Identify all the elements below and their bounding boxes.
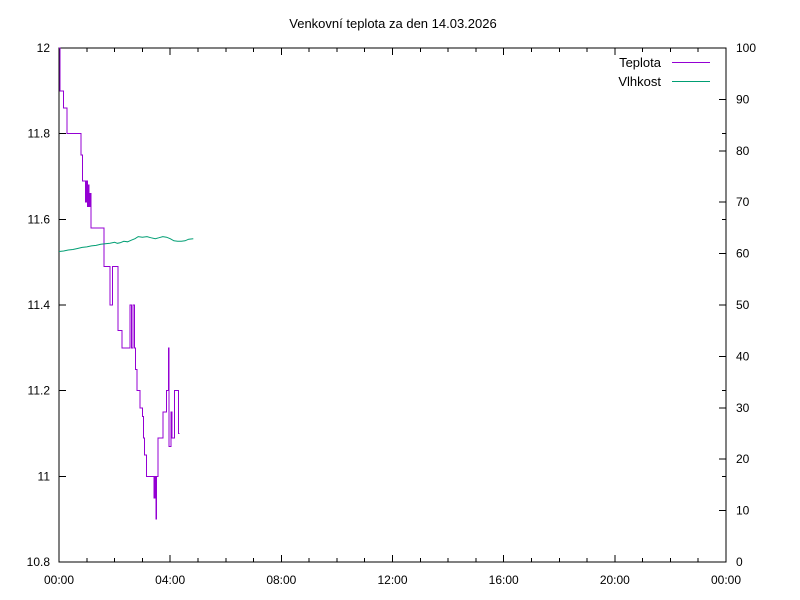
x-tick-label: 20:00: [600, 573, 630, 587]
y-left-tick-label: 11.6: [28, 212, 51, 226]
x-tick-label: 12:00: [377, 573, 407, 587]
y-left-tick-label: 11.4: [28, 298, 51, 312]
plot-frame: [58, 47, 727, 563]
legend-label-teplota: Teplota: [619, 55, 661, 70]
y-left-tick-label: 12: [37, 41, 51, 55]
chart-title: Venkovní teplota za den 14.03.2026: [289, 16, 497, 31]
y-right-tick-label: 70: [736, 195, 750, 209]
y-left-tick-label: 11: [38, 469, 51, 483]
legend-line-sample-teplota: [672, 62, 710, 63]
y-right-tick-label: 80: [736, 144, 750, 158]
y-right-tick-label: 0: [736, 555, 743, 569]
y-right-tick-label: 60: [736, 247, 750, 261]
series-line-teplota: [59, 47, 180, 520]
x-tick-label: 08:00: [266, 573, 296, 587]
y-right-tick-label: 40: [736, 349, 750, 363]
y-right-tick-label: 90: [736, 92, 750, 106]
x-tick-label: 16:00: [489, 573, 519, 587]
y-left-tick-label: 11.8: [28, 127, 51, 141]
y-left-tick-label: 11.2: [28, 384, 51, 398]
y-right-tick-label: 50: [736, 298, 750, 312]
legend-label-vlhkost: Vlhkost: [618, 74, 661, 89]
legend-line-sample-vlhkost: [672, 81, 710, 82]
x-tick-label: 04:00: [155, 573, 185, 587]
chart-legend: Teplota Vlhkost: [618, 55, 710, 89]
y-left-tick-label: 10.8: [27, 555, 51, 569]
y-right-tick-label: 100: [736, 41, 756, 55]
y-right-tick-label: 10: [736, 504, 750, 518]
y-right-tick-label: 30: [736, 401, 750, 415]
x-tick-label: 00:00: [44, 573, 74, 587]
y-right-tick-label: 20: [736, 452, 750, 466]
legend-entry-teplota: Teplota: [618, 55, 710, 70]
series-line-vlhkost: [58, 236, 194, 252]
legend-entry-vlhkost: Vlhkost: [618, 74, 710, 89]
x-tick-label: 00:00: [711, 573, 741, 587]
